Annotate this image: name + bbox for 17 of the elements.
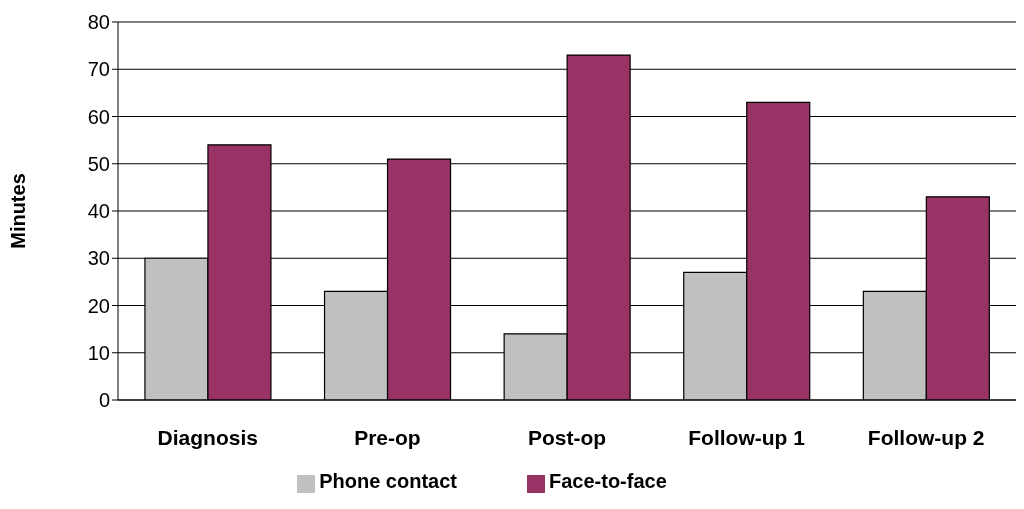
y-tick-label: 50 [87, 152, 110, 175]
y-tick-label: 30 [87, 247, 110, 270]
y-tick-label: 60 [87, 105, 110, 128]
y-tick-label: 70 [87, 58, 110, 81]
x-tick-label: Diagnosis [157, 425, 258, 449]
y-tick-label: 10 [87, 341, 110, 364]
x-tick-label: Follow-up 1 [688, 425, 806, 449]
y-tick-label: 0 [98, 389, 110, 412]
y-tick-label: 20 [87, 294, 110, 317]
x-tick-label: Pre-op [354, 425, 421, 449]
x-tick-label: Post-op [527, 425, 607, 449]
legend-label: Phone contact [319, 470, 457, 492]
y-tick-label: 40 [87, 200, 110, 223]
y-tick-label: 80 [87, 11, 110, 34]
y-axis-title: Minutes [7, 173, 30, 249]
legend-label: Face-to-face [548, 470, 667, 492]
x-tick-label: Follow-up 2 [867, 425, 985, 449]
